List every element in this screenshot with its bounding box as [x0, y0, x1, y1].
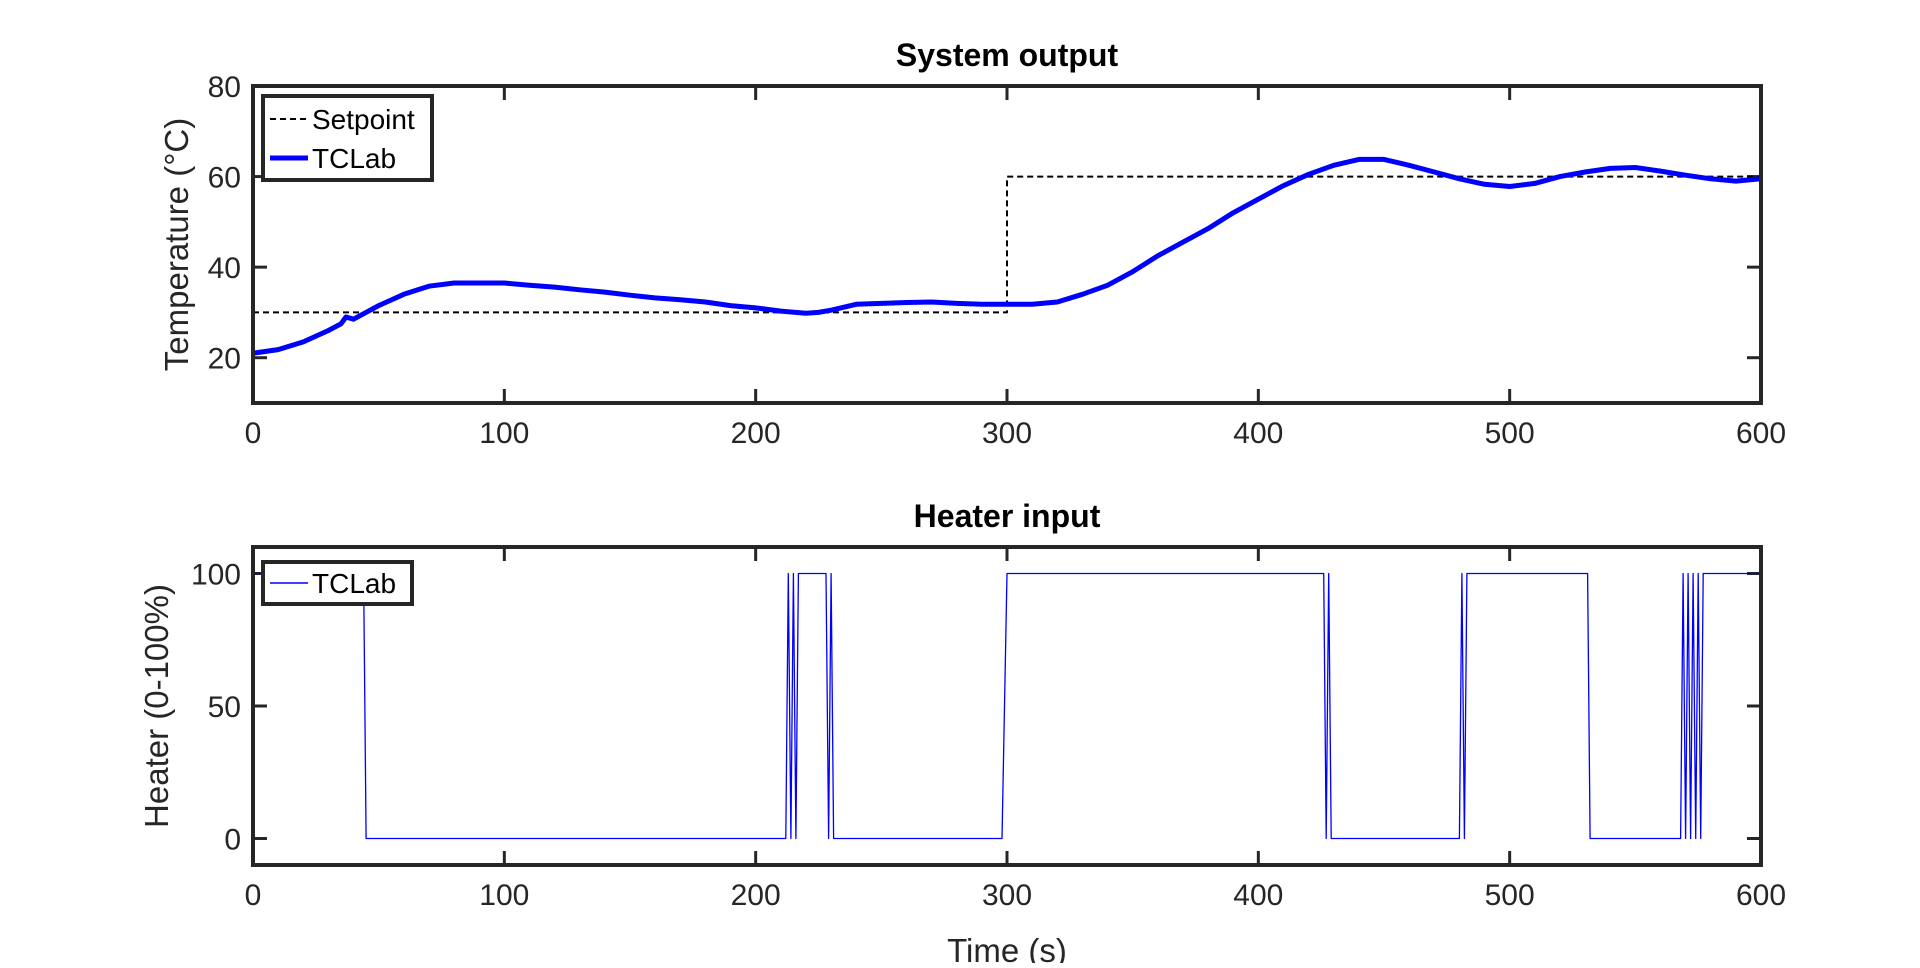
tick-layer: 0 100 200 300 400 500 600 20 40 60 80 [208, 71, 1786, 450]
y-tick-label: 20 [208, 343, 241, 376]
x-tick-label: 200 [731, 879, 781, 912]
series-line-tclab [253, 572, 1761, 840]
x-tick-label: 300 [982, 879, 1032, 912]
x-tick-label: 300 [982, 417, 1032, 450]
legend-label-setpoint: Setpoint [312, 104, 415, 135]
y-tick-label: 50 [208, 691, 241, 724]
tick-layer: 0 100 200 300 400 500 600 0 50 100 [191, 547, 1786, 912]
x-tick-label: 100 [479, 879, 529, 912]
legend: Setpoint TCLab [261, 94, 434, 182]
y-tick-label: 80 [208, 71, 241, 104]
x-tick-label: 0 [245, 417, 262, 450]
x-tick-label: 200 [731, 417, 781, 450]
heater-input-axes: Heater input Heater (0-100%) Time (s) 0 1… [138, 498, 1786, 968]
x-tick-label: 500 [1485, 879, 1535, 912]
series-line-setpoint [253, 175, 1761, 314]
legend-box [261, 94, 434, 182]
legend: TCLab [261, 560, 414, 606]
y-axis-label: Temperature (°C) [158, 118, 195, 371]
x-tick-label: 500 [1485, 417, 1535, 450]
y-tick-label: 60 [208, 162, 241, 195]
axes-frame [251, 84, 1763, 405]
x-tick-label: 400 [1233, 417, 1283, 450]
chart-title: System output [896, 37, 1119, 73]
x-tick-label: 400 [1233, 879, 1283, 912]
system-output-axes: System output Temperature (°C) 0 100 200 30… [158, 37, 1786, 450]
y-tick-label: 40 [208, 252, 241, 285]
y-tick-label: 100 [191, 559, 241, 592]
legend-label-tclab: TCLab [312, 143, 396, 174]
series-line-tclab [252, 156, 1762, 356]
x-tick-label: 600 [1736, 879, 1786, 912]
chart-title: Heater input [914, 498, 1101, 534]
series-layer [253, 572, 1761, 840]
x-tick-label: 600 [1736, 417, 1786, 450]
axes-frame [251, 545, 1763, 867]
y-axis-label: Heater (0-100%) [138, 584, 175, 828]
x-tick-label: 100 [479, 417, 529, 450]
x-tick-label: 0 [245, 879, 262, 912]
x-axis-label: Time (s) [947, 932, 1067, 963]
y-tick-label: 0 [224, 824, 241, 857]
series-layer [252, 156, 1762, 356]
legend-label-tclab: TCLab [312, 568, 396, 599]
